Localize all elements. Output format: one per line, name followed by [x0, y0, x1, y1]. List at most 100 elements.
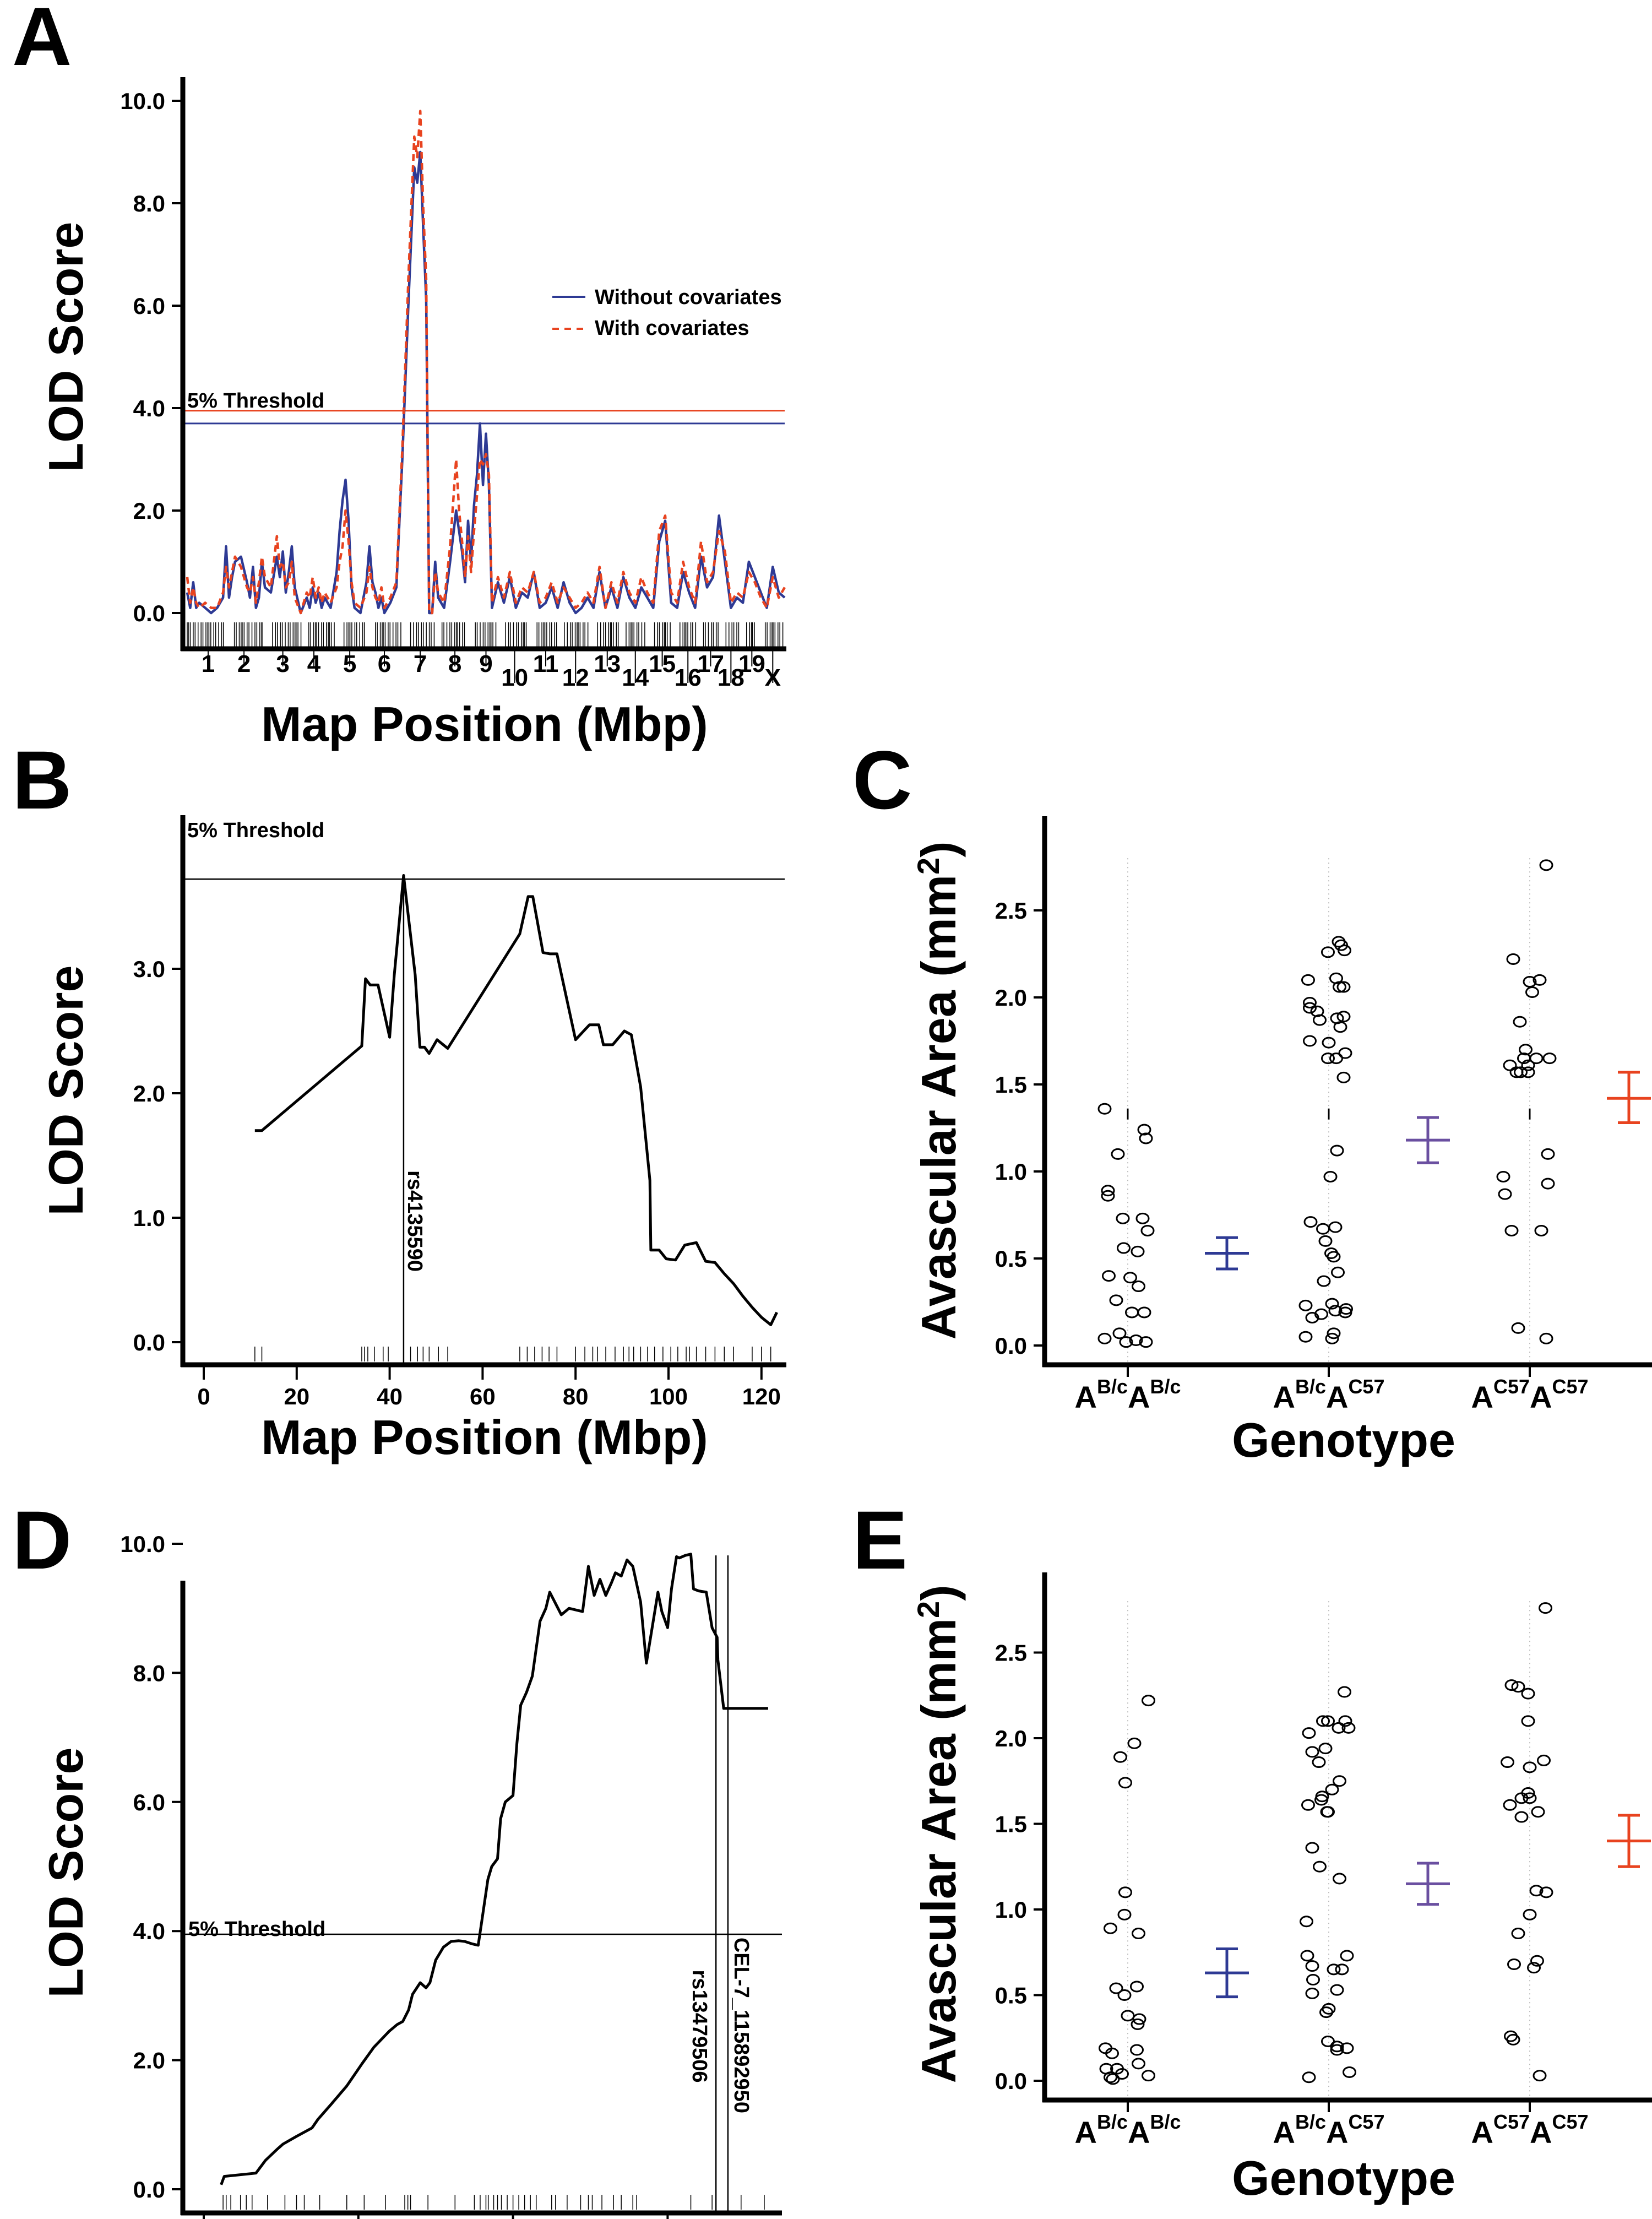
data-point: [1321, 946, 1335, 958]
data-point: [1101, 1190, 1115, 1202]
data-point: [1301, 974, 1315, 986]
data-point: [1137, 1306, 1151, 1319]
data-point: [1333, 981, 1346, 993]
data-point: [1333, 1873, 1346, 1885]
data-point: [1523, 1792, 1537, 1804]
data-point: [1542, 1052, 1557, 1065]
data-point: [1131, 1245, 1145, 1257]
data-point: [1336, 1011, 1351, 1023]
allele-superscript: C57: [1348, 2111, 1384, 2133]
data-point: [1338, 1686, 1351, 1698]
data-point: [1132, 2058, 1145, 2070]
data-point: [1523, 976, 1537, 988]
x-tick-label-genotype: AC57AC57: [1471, 2111, 1589, 2150]
data-point: [1142, 2070, 1155, 2082]
data-point: [1340, 2042, 1354, 2054]
allele-base: A: [1530, 1380, 1552, 1414]
data-point: [1130, 1981, 1144, 1993]
data-point: [1527, 1962, 1541, 1974]
allele-superscript: C57: [1552, 2111, 1588, 2133]
data-point: [1142, 1695, 1155, 1707]
data-point: [1118, 1886, 1132, 1898]
data-point: [1101, 1185, 1115, 1197]
y-tick-label: 4.0: [133, 1918, 165, 1944]
y-tick-label: 8.0: [133, 1660, 165, 1686]
data-point: [1312, 1756, 1326, 1768]
x-tick-label-genotype: AB/cAB/c: [1075, 2111, 1181, 2150]
data-point: [1521, 1688, 1535, 1700]
allele-superscript: C57: [1493, 2111, 1530, 2133]
data-point: [1132, 1928, 1145, 1940]
marker-label-rs4135590: rs4135590: [403, 1170, 426, 1272]
panel-letter-b: B: [12, 734, 72, 826]
y-axis-title: LOD Score: [39, 1748, 93, 1998]
data-point: [1330, 2041, 1344, 2053]
data-point: [1325, 1783, 1339, 1795]
allele-base: A: [1273, 1380, 1295, 1414]
data-point: [1541, 1148, 1555, 1160]
data-point: [1319, 2006, 1333, 2019]
y-axis-title-superscript: 2: [911, 1601, 945, 1618]
data-point: [1530, 1955, 1544, 1967]
marker-rug: [222, 2195, 765, 2210]
data-point: [1329, 1052, 1343, 1065]
allele-base: A: [1471, 1380, 1493, 1414]
y-tick-label: 10.0: [120, 1531, 165, 1557]
data-point: [1119, 1336, 1133, 1348]
y-axis-title: LOD Score: [39, 965, 93, 1216]
chromosome-label: 1: [202, 650, 215, 677]
data-point: [1507, 1958, 1521, 1971]
data-point: [1305, 1842, 1319, 1854]
x-axis-title: Genotype: [1232, 2151, 1455, 2205]
marker-label-rs13479506: rs13479506: [688, 1970, 711, 2083]
data-point: [1302, 1727, 1316, 1739]
data-point: [1533, 974, 1547, 986]
data-point: [1109, 1294, 1123, 1306]
allele-superscript: B/c: [1097, 1375, 1128, 1398]
x-tick-label: 60: [470, 1384, 496, 1409]
data-point: [1132, 2013, 1146, 2025]
lod-curve: [220, 1553, 768, 2185]
data-point: [1514, 1066, 1528, 1078]
chromosome-label: 13: [594, 650, 621, 677]
y-tick-label: 0.0: [133, 1330, 165, 1355]
x-tick-label: 0: [197, 1384, 210, 1409]
y-axis-title: Avascular Area (mm2): [911, 841, 966, 1339]
data-point: [1323, 1170, 1338, 1182]
data-point: [1338, 1047, 1352, 1059]
chromosome-label: 6: [378, 650, 391, 677]
y-axis-title: Avascular Area (mm2): [911, 1585, 966, 2083]
chromosome-label: 12: [562, 664, 589, 691]
data-point: [1336, 981, 1351, 993]
panel-letter-d: D: [12, 1494, 72, 1586]
data-point: [1131, 2018, 1145, 2030]
allele-base: A: [1075, 2115, 1097, 2150]
y-axis-title-superscript: 2: [911, 858, 945, 875]
y-tick-label: 1.5: [995, 1072, 1027, 1098]
x-axis-title: Genotype: [1232, 1413, 1455, 1467]
chromosome-label: 17: [697, 650, 724, 677]
data-point: [1130, 2044, 1144, 2056]
data-point: [1511, 1681, 1525, 1693]
x-axis-title: Map Position (Mbp): [261, 697, 708, 751]
panel-b-lod-chr9: 0.0 1.0 2.0 3.0 0 20 40 60 80 100 120 5% Threshol…: [39, 815, 786, 1464]
data-point: [1140, 1224, 1155, 1236]
data-point: [1139, 1132, 1153, 1144]
data-point: [1513, 1016, 1527, 1028]
x-tick-label: 100: [649, 1384, 688, 1409]
data-point: [1539, 859, 1553, 871]
y-tick-label: 0.0: [133, 2177, 165, 2202]
data-point: [1521, 1715, 1535, 1727]
x-tick-label: 120: [742, 1384, 781, 1409]
threshold-label: 5% Threshold: [188, 1918, 325, 1941]
y-tick-label: 4.0: [133, 395, 165, 421]
data-point: [1318, 1743, 1333, 1755]
allele-superscript: C57: [1348, 1375, 1384, 1398]
data-point: [1506, 2033, 1520, 2046]
y-axis-title-close: ): [911, 841, 966, 857]
y-axis-title: LOD Score: [39, 222, 93, 473]
data-point: [1330, 2044, 1344, 2056]
data-point: [1322, 1037, 1336, 1049]
data-point: [1102, 1270, 1116, 1282]
chromosome-label: 10: [501, 664, 528, 691]
